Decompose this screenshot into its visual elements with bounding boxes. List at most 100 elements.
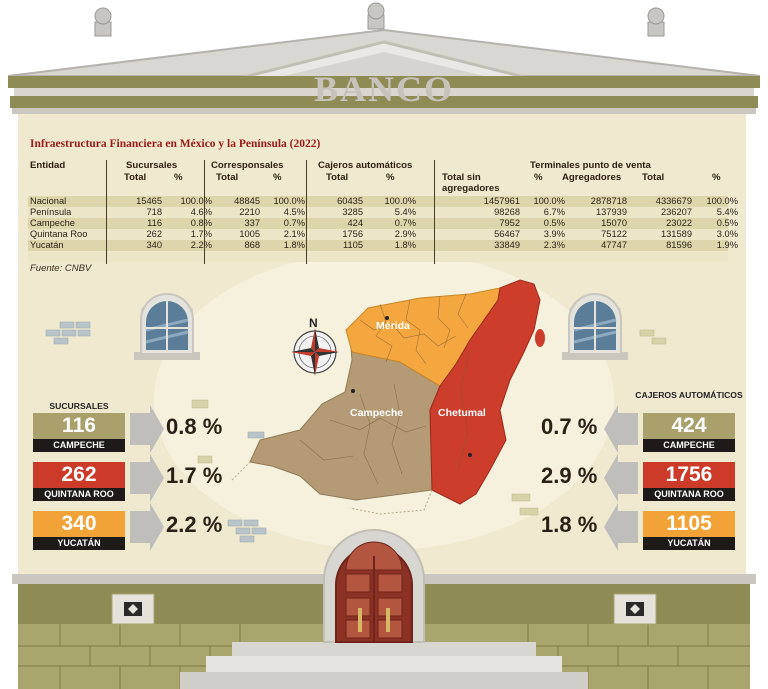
group-header-sucursales: Sucursales [126, 160, 178, 171]
bank-sign: BANCO [314, 69, 454, 109]
sucursales-caption: SUCURSALES [49, 401, 109, 411]
sucursales-campeche-value: 116 [62, 414, 96, 437]
table-cell: 3.0% [716, 229, 738, 239]
table-cell: 1.8% [394, 240, 416, 250]
table-cell: 48845 [234, 196, 260, 206]
table-cell: 75122 [601, 229, 627, 239]
table-divider [204, 160, 205, 264]
table-row-label: Nacional [30, 196, 67, 206]
table-cell: 236207 [660, 207, 692, 217]
table-cell: 868 [244, 240, 260, 250]
map-label-merida: Mérida [376, 320, 410, 332]
table-cell: 2.2% [190, 240, 212, 250]
table-cell: 2878718 [590, 196, 627, 206]
table-cell: 137939 [595, 207, 627, 217]
table-cell: 4.6% [190, 207, 212, 217]
sucursales-campeche-label: CAMPECHE [33, 439, 125, 452]
col-header-agregadores: Agregadores [562, 172, 622, 183]
table-cell: 0.5% [716, 218, 738, 228]
cajeros-qroo-value: 1756 [665, 463, 713, 486]
table-cell: 5.4% [716, 207, 738, 217]
table-cell: 1756 [342, 229, 363, 239]
sucursales-qroo-percent: 1.7 % [166, 463, 223, 488]
table-cell: 4.5% [283, 207, 305, 217]
table-cell: 3.9% [543, 229, 565, 239]
table-row-label: Península [30, 207, 72, 217]
table-cell: 6.7% [543, 207, 565, 217]
sucursales-yucatan-label: YUCATÁN [33, 537, 125, 550]
table-cell: 100.0% [533, 196, 565, 206]
table-cell: 1457961 [483, 196, 520, 206]
table-cell: 60435 [337, 196, 363, 206]
cajeros-yucatan-label: YUCATÁN [643, 537, 735, 550]
table-row-label: Quintana Roo [30, 229, 88, 239]
table-divider [106, 160, 107, 264]
table-divider [306, 160, 307, 264]
table-cell: 5.4% [394, 207, 416, 217]
table-cell: 131589 [660, 229, 692, 239]
col-header-tpv-pct1: % [534, 172, 543, 183]
col-header-tpv-pct2: % [712, 172, 721, 183]
sucursales-qroo-label: QUINTANA ROO [33, 488, 125, 501]
table-cell: 718 [146, 207, 162, 217]
table-title: Infraestructura Financiera en México y l… [30, 138, 321, 150]
cajeros-qroo-label: QUINTANA ROO [643, 488, 735, 501]
compass-rose-icon [291, 328, 339, 376]
table-cell: 100.0% [180, 196, 212, 206]
sucursales-campeche-percent: 0.8 % [166, 414, 223, 439]
table-cell: 47747 [601, 240, 627, 250]
table-cell: 0.7% [283, 218, 305, 228]
table-cell: 3285 [342, 207, 363, 217]
table-cell: 7952 [499, 218, 520, 228]
table-cell: 100.0% [706, 196, 738, 206]
table-cell: 4336679 [655, 196, 692, 206]
table-cell: 98268 [494, 207, 520, 217]
group-header-terminales: Terminales punto de venta [530, 160, 651, 171]
table-cell: 23022 [666, 218, 692, 228]
map-label-chetumal: Chetumal [438, 407, 486, 419]
sucursales-qroo-value: 262 [61, 463, 97, 486]
table-cell: 100.0% [273, 196, 305, 206]
table-cell: 15465 [136, 196, 162, 206]
cajeros-campeche-value: 424 [671, 414, 707, 437]
table-cell: 81596 [666, 240, 692, 250]
table-cell: 1.9% [716, 240, 738, 250]
table-cell: 0.7% [394, 218, 416, 228]
table-cell: 424 [347, 218, 363, 228]
table-cell: 0.5% [543, 218, 565, 228]
table-cell: 337 [244, 218, 260, 228]
table-cell: 56467 [494, 229, 520, 239]
table-cell: 0.8% [190, 218, 212, 228]
col-header-total-sin-agregadores: Total sin agregadores [442, 172, 500, 194]
table-cell: 340 [146, 240, 162, 250]
cajeros-qroo-percent: 2.9 % [541, 463, 598, 488]
table-cell: 1.8% [283, 240, 305, 250]
yucatan-peninsula-map [231, 279, 545, 515]
table-cell: 100.0% [384, 196, 416, 206]
col-header-entidad: Entidad [30, 160, 66, 171]
cajeros-yucatan-value: 1105 [666, 512, 712, 535]
table-cell: 2.3% [543, 240, 565, 250]
col-header-suc-total: Total [124, 172, 147, 183]
table-cell: 2.9% [394, 229, 416, 239]
table-row-label: Campeche [30, 218, 75, 228]
cajeros-caption: CAJEROS AUTOMÁTICOS [635, 390, 743, 400]
table-source: Fuente: CNBV [30, 263, 92, 274]
cajeros-campeche-label: CAMPECHE [643, 439, 735, 452]
col-header-tpv-total: Total [642, 172, 665, 183]
sucursales-yucatan-value: 340 [61, 512, 97, 535]
table-cell: 2.1% [283, 229, 305, 239]
table-cell: 15070 [601, 218, 627, 228]
table-cell: 262 [146, 229, 162, 239]
cajeros-campeche-percent: 0.7 % [541, 414, 598, 439]
table-cell: 1005 [239, 229, 260, 239]
col-header-caj-pct: % [386, 172, 395, 183]
table-cell: 2210 [239, 207, 260, 217]
table-cell: 1105 [343, 240, 363, 250]
group-header-corresponsales: Corresponsales [211, 160, 284, 171]
col-header-suc-pct: % [174, 172, 183, 183]
col-header-corr-pct: % [273, 172, 282, 183]
group-header-cajeros: Cajeros automáticos [318, 160, 413, 171]
table-cell: 33849 [494, 240, 520, 250]
